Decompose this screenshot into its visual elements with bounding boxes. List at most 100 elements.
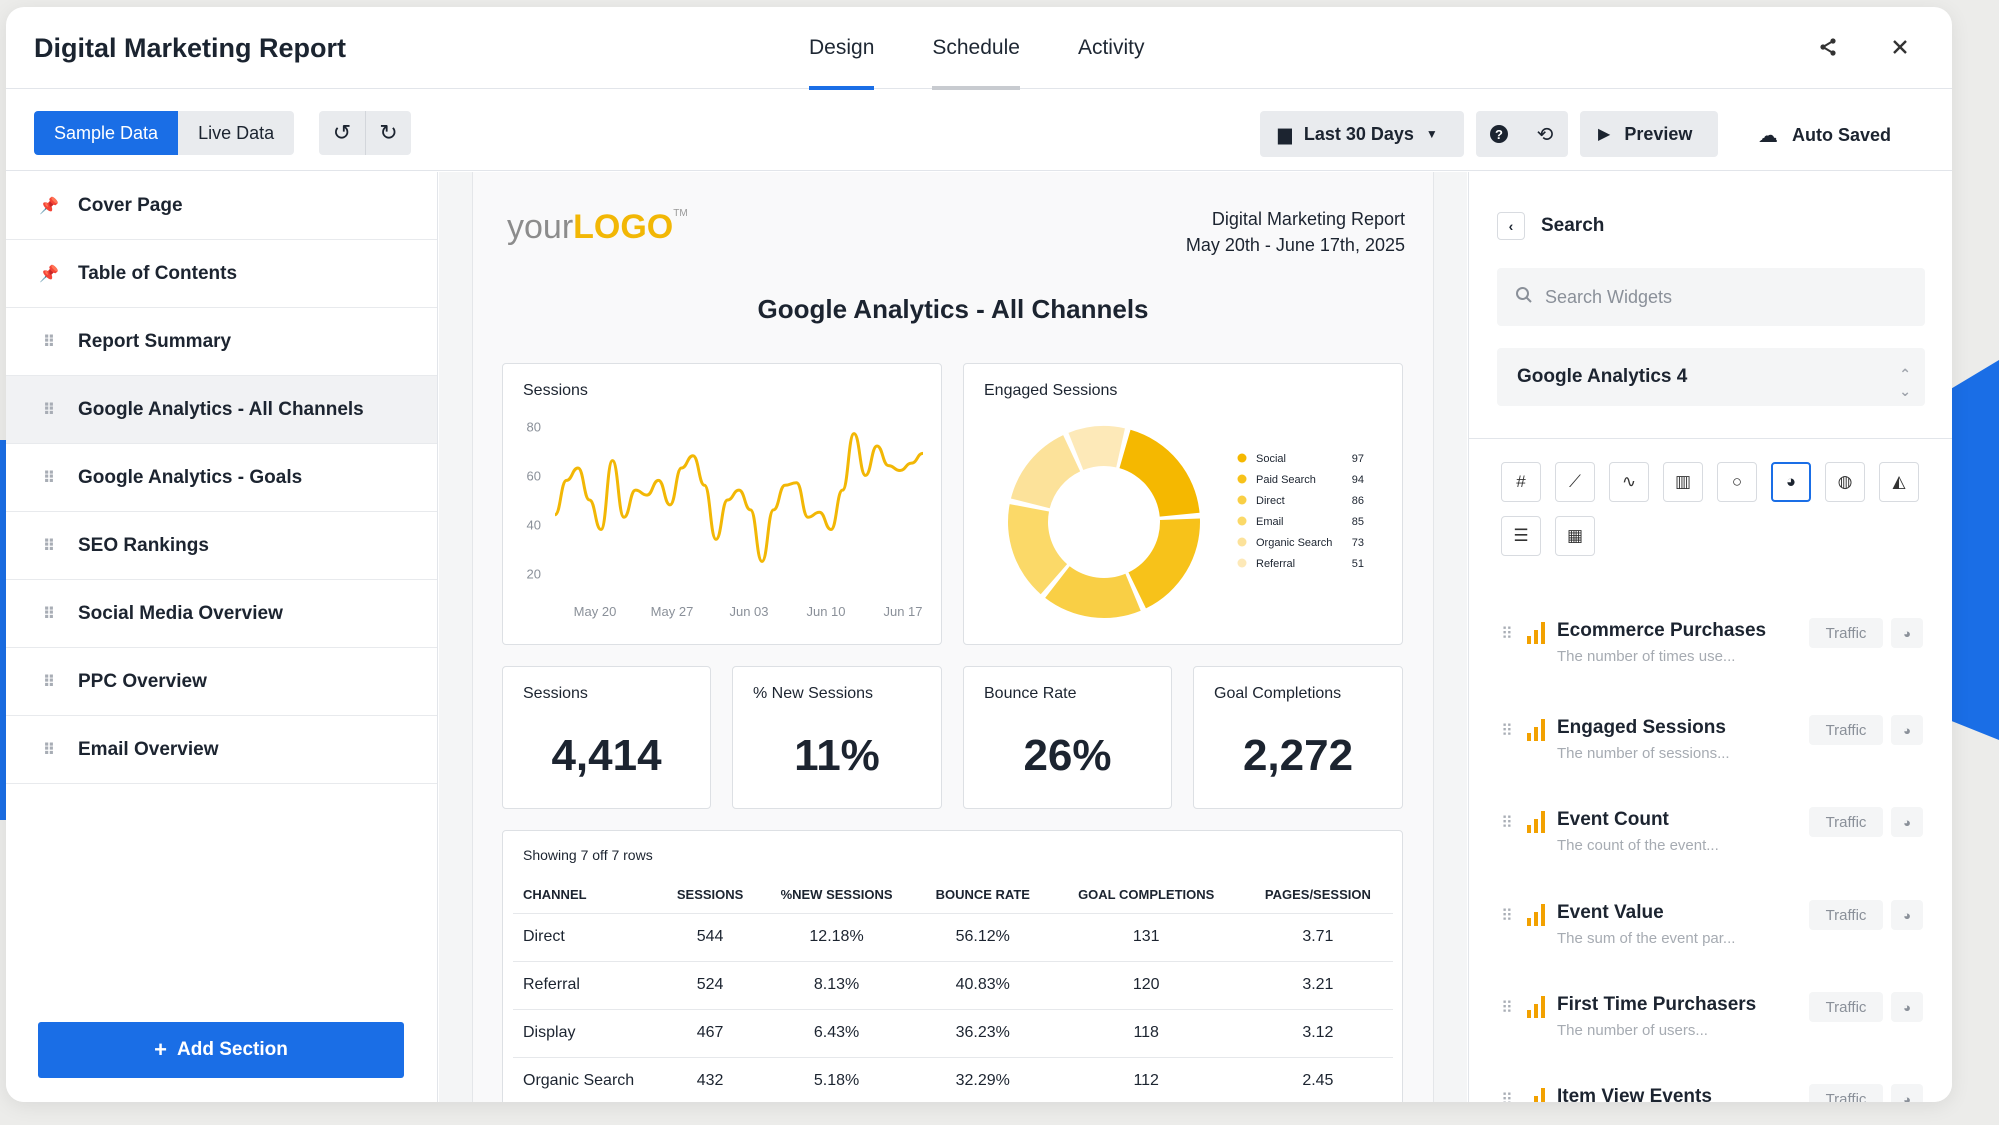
sample-data-button[interactable]: Sample Data xyxy=(34,111,179,155)
add-section-button[interactable]: + Add Section xyxy=(38,1022,404,1078)
kpi-value: 26% xyxy=(1023,731,1112,780)
pie-chart-icon[interactable]: ◕ xyxy=(1891,715,1923,745)
widget-item[interactable]: ⠿ Engaged Sessions The number of session… xyxy=(1501,709,1923,793)
bar-chart-icon xyxy=(1527,996,1545,1018)
bar-chart-icon[interactable]: ▥ xyxy=(1663,462,1703,502)
engaged-sessions-donut-card[interactable]: Engaged Sessions Social 97 Paid Search 94 Di… xyxy=(963,363,1403,645)
history-icon[interactable]: ⟲ xyxy=(1536,123,1554,146)
widget-item[interactable]: ⠿ Item View Events Traffic ◕ xyxy=(1501,1078,1923,1102)
sidebar-item-seo-rankings[interactable]: ⠿ SEO Rankings xyxy=(6,512,437,580)
donut-slice-organic-search xyxy=(1010,435,1081,509)
search-placeholder: Search Widgets xyxy=(1545,286,1673,307)
tab-activity[interactable]: Activity xyxy=(1077,36,1145,59)
date-range-dropdown[interactable]: ▆ Last 30 Days ▼ xyxy=(1260,111,1464,157)
column-header: SESSIONS xyxy=(676,887,744,903)
drag-handle-icon[interactable]: ⠿ xyxy=(42,333,56,351)
table-cell: 544 xyxy=(663,912,758,961)
pie-chart-icon[interactable]: ◕ xyxy=(1891,992,1923,1022)
widget-item[interactable]: ⠿ First Time Purchasers The number of us… xyxy=(1501,986,1923,1070)
pie-chart-icon[interactable]: ◕ xyxy=(1891,1084,1923,1102)
kpi-card-new-sessions[interactable]: % New Sessions 11% xyxy=(732,666,942,809)
table-icon[interactable]: ▦ xyxy=(1555,516,1595,556)
sparkline-icon[interactable]: ∿ xyxy=(1609,462,1649,502)
tab-schedule[interactable]: Schedule xyxy=(932,7,1020,90)
drag-handle-icon[interactable]: ⠿ xyxy=(42,537,56,555)
header-bar: Digital Marketing Report Design Schedule… xyxy=(6,7,1952,90)
sidebar-item-report-summary[interactable]: ⠿ Report Summary xyxy=(6,308,437,376)
legend-label: Referral xyxy=(1256,558,1295,570)
ring-icon[interactable]: ○ xyxy=(1717,462,1757,502)
tab-design[interactable]: Design xyxy=(809,7,875,90)
live-data-button[interactable]: Live Data xyxy=(178,111,295,155)
search-widgets-input[interactable]: Search Widgets xyxy=(1497,268,1925,326)
share-icon[interactable] xyxy=(1816,35,1840,59)
widget-item[interactable]: ⠿ Event Value The sum of the event par..… xyxy=(1501,894,1923,978)
chevron-updown-icon: ⌃ ⌄ xyxy=(1899,366,1911,399)
legend-value: 73 xyxy=(1352,537,1364,549)
sidebar-item-social-media-overview[interactable]: ⠿ Social Media Overview xyxy=(6,580,437,648)
drag-handle-icon[interactable]: ⠿ xyxy=(1501,626,1513,643)
column-header: GOAL COMPLETIONS xyxy=(1078,887,1215,903)
drag-handle-icon[interactable]: ⠿ xyxy=(1501,815,1513,832)
preview-label: Preview xyxy=(1624,123,1693,144)
drag-handle-icon[interactable]: ⠿ xyxy=(1501,1092,1513,1102)
widget-name: Ecommerce Purchases xyxy=(1557,620,1767,641)
pie-chart-icon[interactable]: ◕ xyxy=(1771,462,1811,502)
channels-table-card[interactable]: Showing 7 off 7 rows CHANNEL SESSIONS %N… xyxy=(502,830,1403,1102)
area-chart-icon[interactable]: ◭ xyxy=(1879,462,1919,502)
report-meta-title: Digital Marketing Report xyxy=(1211,209,1405,229)
drag-handle-icon[interactable]: ⠿ xyxy=(42,741,56,759)
chevron-left-icon[interactable]: ‹ xyxy=(1497,212,1525,240)
undo-icon[interactable]: ↺ xyxy=(332,120,352,145)
bar-chart-icon xyxy=(1527,719,1545,741)
drag-handle-icon[interactable]: ⠿ xyxy=(1501,908,1513,925)
redo-icon[interactable]: ↻ xyxy=(365,111,411,155)
sidebar-item-ga-all-channels[interactable]: ⠿ Google Analytics - All Channels xyxy=(6,376,437,444)
drag-handle-icon[interactable]: ⠿ xyxy=(1501,723,1513,740)
legend-value: 86 xyxy=(1352,495,1364,507)
kpi-value: 4,414 xyxy=(551,731,662,780)
data-source-select[interactable]: Google Analytics 4 ⌃ ⌄ xyxy=(1497,348,1925,406)
donut-slice-social xyxy=(1119,429,1200,517)
preview-button[interactable]: ▶ Preview xyxy=(1580,111,1718,157)
x-tick-label: Jun 10 xyxy=(806,604,845,619)
sidebar-item-email-overview[interactable]: ⠿ Email Overview xyxy=(6,716,437,784)
globe-icon[interactable]: ◍ xyxy=(1825,462,1865,502)
sidebar-item-ppc-overview[interactable]: ⠿ PPC Overview xyxy=(6,648,437,716)
pie-chart-icon[interactable]: ◕ xyxy=(1891,618,1923,648)
table-cell: 32.29% xyxy=(915,1056,1050,1102)
sidebar-item-table-of-contents[interactable]: 📌 Table of Contents xyxy=(6,240,437,308)
drag-handle-icon[interactable]: ⠿ xyxy=(42,469,56,487)
sidebar-item-label: Google Analytics - Goals xyxy=(78,466,303,488)
drag-handle-icon[interactable]: ⠿ xyxy=(42,673,56,691)
sessions-line-chart-card[interactable]: Sessions 20 40 60 80 May 20 May 27 Jun 03 Jun 1… xyxy=(502,363,942,645)
horizontal-bar-icon[interactable]: ☰ xyxy=(1501,516,1541,556)
pie-chart-icon[interactable]: ◕ xyxy=(1891,807,1923,837)
kpi-card-bounce-rate[interactable]: Bounce Rate 26% xyxy=(963,666,1172,809)
line-chart-icon[interactable]: ⟋ xyxy=(1555,462,1595,502)
kpi-card-sessions[interactable]: Sessions 4,414 xyxy=(502,666,711,809)
chart-title: Engaged Sessions xyxy=(984,382,1118,399)
drag-handle-icon[interactable]: ⠿ xyxy=(1501,1000,1513,1017)
drag-handle-icon[interactable]: ⠿ xyxy=(42,605,56,623)
engaged-sessions-donut-chart: Social 97 Paid Search 94 Direct 86 Email 85 Orga… xyxy=(1008,426,1364,618)
legend-label: Social xyxy=(1256,453,1286,465)
donut-slice-paid-search xyxy=(1128,518,1200,609)
sidebar-item-ga-goals[interactable]: ⠿ Google Analytics - Goals xyxy=(6,444,437,512)
number-icon[interactable]: # xyxy=(1501,462,1541,502)
sessions-series-line xyxy=(553,432,924,563)
widget-item[interactable]: ⠿ Ecommerce Purchases The number of time… xyxy=(1501,612,1923,696)
column-header: PAGES/SESSION xyxy=(1264,887,1371,903)
drag-handle-icon[interactable]: ⠿ xyxy=(42,401,56,419)
kpi-card-goal-completions[interactable]: Goal Completions 2,272 xyxy=(1193,666,1403,809)
pie-chart-icon[interactable]: ◕ xyxy=(1891,900,1923,930)
sidebar-item-cover-page[interactable]: 📌 Cover Page xyxy=(6,172,437,240)
help-icon[interactable]: ? xyxy=(1476,111,1522,157)
auto-saved-status: ☁ Auto Saved xyxy=(1758,123,1891,148)
legend-label: Paid Search xyxy=(1256,474,1316,486)
widget-description: The sum of the event par... xyxy=(1557,930,1736,947)
bar-chart-icon xyxy=(1527,622,1545,644)
close-icon[interactable] xyxy=(1888,35,1912,59)
widget-item[interactable]: ⠿ Event Count The count of the event... … xyxy=(1501,801,1923,885)
table-row: Organic Search 432 5.18% 32.29% 112 2.45 xyxy=(513,1056,1393,1102)
